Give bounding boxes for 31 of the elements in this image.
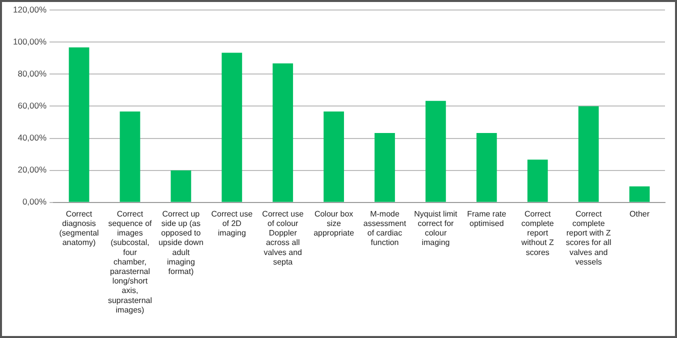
- bar: [374, 132, 395, 202]
- x-tick-label: Correct use of 2D imaging: [211, 209, 254, 238]
- bar: [578, 106, 599, 202]
- x-tick-label: Colour box size appropriate: [314, 209, 355, 238]
- bar: [324, 111, 344, 202]
- x-tick-label: M-mode assessment of cardiac function: [363, 209, 407, 248]
- x-tick-label: Nyquist limit correct for colour imaging: [414, 209, 458, 248]
- y-tick-label: 120,00%: [12, 4, 47, 14]
- bar: [527, 160, 548, 202]
- y-tick-label: 80,00%: [18, 68, 47, 78]
- bar: [222, 52, 242, 202]
- bar: [68, 47, 90, 202]
- y-tick-label: 60,00%: [18, 100, 47, 111]
- x-tick-label: Other: [630, 209, 650, 218]
- bar: [629, 186, 650, 202]
- x-tick-label: Frame rate optimised: [467, 209, 507, 228]
- bar: [426, 100, 446, 202]
- x-tick-label: Correct use of colour Doppler across all valves and septa: [262, 209, 304, 266]
- category-label: Correct sequence of images (subcostal, four chamber, parasternal long/short axis, suprasternal images): [108, 209, 152, 314]
- y-tick-label: 100,00%: [12, 36, 47, 46]
- x-tick-label: Correct complete report with Z scores for all valves and vessels: [566, 209, 612, 266]
- bar: [476, 132, 497, 202]
- x-tick-label: Correct up side up (as opposed to upside down adult imaging format): [158, 209, 204, 276]
- x-tick-label: Correct complete report without Z scores: [520, 209, 554, 257]
- y-tick-label: 40,00%: [18, 132, 47, 143]
- y-tick-label: 20,00%: [18, 164, 47, 175]
- bar: [272, 63, 294, 202]
- bar: [170, 170, 192, 202]
- y-tick-label: 0,00%: [22, 196, 47, 207]
- x-tick-label: Correct diagnosis (segmental anatomy): [59, 209, 100, 248]
- bar: [120, 111, 140, 202]
